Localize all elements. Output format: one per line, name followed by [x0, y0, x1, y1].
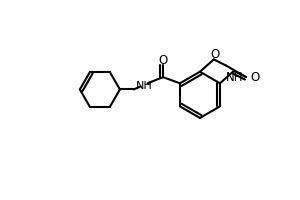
Text: O: O	[251, 71, 260, 84]
Text: NH: NH	[226, 71, 243, 84]
Text: O: O	[210, 48, 219, 61]
Text: O: O	[158, 54, 168, 67]
Text: NH: NH	[135, 81, 152, 91]
